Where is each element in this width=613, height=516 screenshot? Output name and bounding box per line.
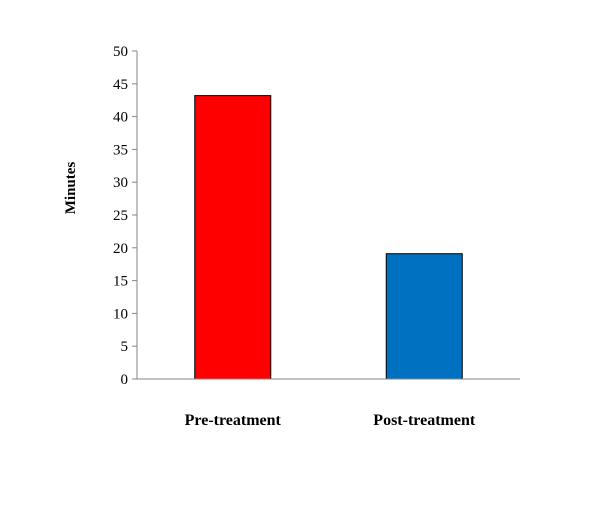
bar-pre-treatment: [194, 95, 272, 380]
y-tick-label: 50: [113, 44, 128, 60]
x-axis: Pre-treatment Post-treatment: [137, 378, 520, 429]
y-axis: 0 5 10 15 20 25 30 35 40 45 50: [113, 44, 138, 388]
y-tick-label: 20: [113, 241, 128, 257]
y-tick-label: 25: [113, 208, 128, 224]
y-tick-label: 40: [113, 110, 128, 126]
y-axis-label: Minutes: [63, 162, 79, 215]
y-tick-label: 45: [113, 77, 128, 93]
y-tick-label: 5: [121, 339, 129, 355]
y-tick-label: 30: [113, 175, 128, 191]
y-tick-label: 35: [113, 142, 128, 158]
x-category-label: Post-treatment: [373, 412, 476, 429]
y-tick-label: 0: [121, 372, 129, 388]
y-tick-label: 15: [113, 274, 128, 290]
bar-post-treatment: [385, 253, 463, 380]
y-tick-label: 10: [113, 306, 128, 322]
x-category-label: Pre-treatment: [185, 412, 282, 429]
bars: [194, 95, 463, 380]
